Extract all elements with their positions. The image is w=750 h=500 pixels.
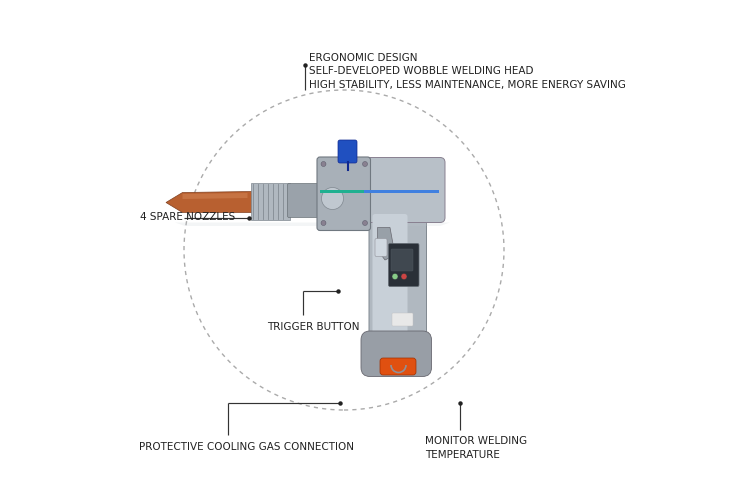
Polygon shape (320, 190, 368, 193)
FancyBboxPatch shape (317, 157, 370, 230)
Circle shape (322, 188, 344, 210)
Circle shape (362, 162, 368, 166)
FancyBboxPatch shape (380, 358, 416, 375)
Circle shape (362, 220, 368, 226)
Polygon shape (364, 190, 439, 193)
FancyBboxPatch shape (358, 158, 445, 222)
Circle shape (401, 274, 407, 280)
Polygon shape (166, 192, 253, 212)
FancyBboxPatch shape (369, 210, 427, 355)
Polygon shape (377, 228, 395, 260)
Text: PROTECTIVE COOLING GAS CONNECTION: PROTECTIVE COOLING GAS CONNECTION (139, 442, 354, 452)
FancyBboxPatch shape (361, 331, 431, 376)
FancyBboxPatch shape (375, 238, 387, 256)
Circle shape (321, 162, 326, 166)
Circle shape (321, 220, 326, 226)
Polygon shape (182, 193, 248, 199)
Polygon shape (251, 182, 290, 220)
Circle shape (392, 274, 398, 280)
FancyBboxPatch shape (392, 313, 413, 326)
FancyBboxPatch shape (373, 214, 407, 352)
FancyBboxPatch shape (391, 249, 413, 271)
Text: TRIGGER BUTTON: TRIGGER BUTTON (268, 322, 360, 332)
FancyBboxPatch shape (287, 184, 325, 218)
Polygon shape (175, 222, 450, 226)
FancyBboxPatch shape (388, 244, 419, 286)
FancyBboxPatch shape (338, 140, 357, 163)
Text: ERGONOMIC DESIGN
SELF-DEVELOPED WOBBLE WELDING HEAD
HIGH STABILITY, LESS MAINTEN: ERGONOMIC DESIGN SELF-DEVELOPED WOBBLE W… (309, 53, 626, 90)
Text: 4 SPARE NOZZLES: 4 SPARE NOZZLES (140, 212, 236, 222)
Text: MONITOR WELDING
TEMPERATURE: MONITOR WELDING TEMPERATURE (425, 436, 527, 460)
